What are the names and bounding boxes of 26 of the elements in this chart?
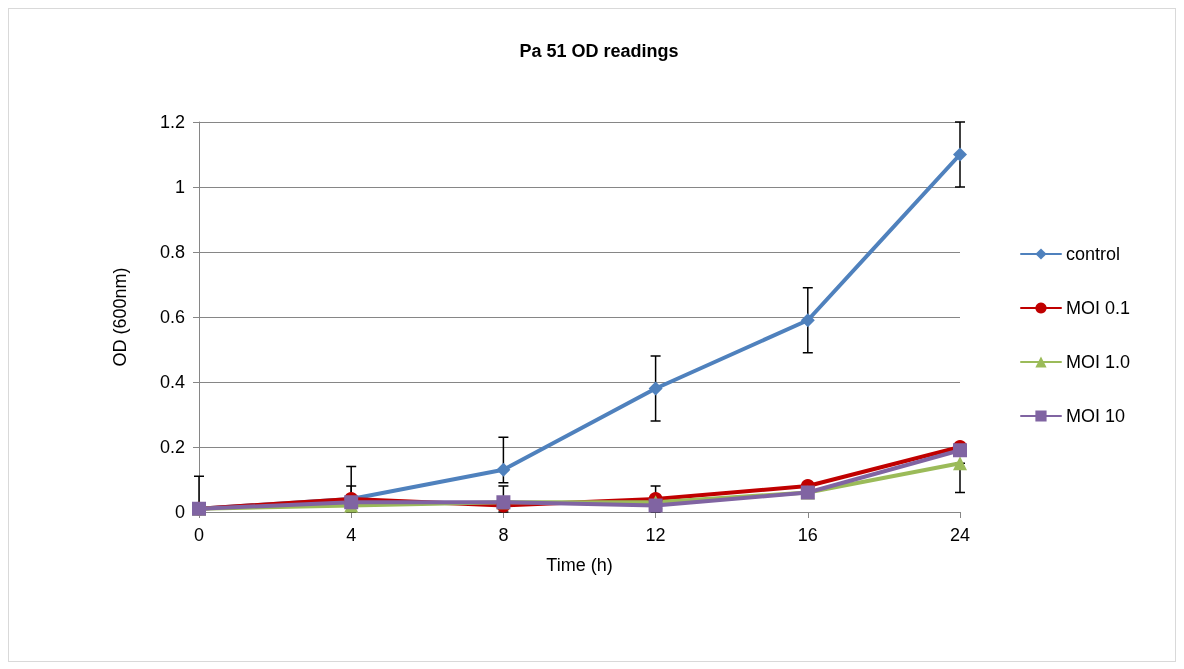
legend-label: MOI 1.0 [1065, 352, 1131, 372]
y-axis-title: OD (600nm) [110, 267, 130, 367]
x-tick-label: 12 [645, 525, 666, 545]
y-tick-label: 1.2 [159, 112, 185, 132]
x-tick-label: 16 [797, 525, 818, 545]
legend-label: MOI 0.1 [1065, 298, 1131, 318]
x-tick-label: 8 [498, 525, 509, 545]
y-tick-label: 0.8 [159, 242, 185, 262]
x-tick-label: 0 [193, 525, 205, 545]
point [953, 456, 967, 471]
y-tick-label: 0.4 [159, 372, 185, 392]
x-axis-title: Time (h) [546, 555, 613, 575]
point [953, 443, 967, 458]
x-tick-label: 24 [949, 525, 971, 545]
x-tick-label: 4 [346, 525, 357, 545]
y-tick-label: 0.2 [159, 437, 185, 457]
legend-label: control [1065, 244, 1121, 264]
legend-label: MOI 10 [1065, 406, 1126, 426]
point [496, 462, 511, 477]
point [648, 381, 663, 396]
y-tick-label: 0.6 [159, 307, 185, 327]
point [800, 313, 815, 328]
y-tick-label: 0 [174, 502, 185, 522]
chart-title: Pa 51 OD readings [519, 41, 679, 61]
point [953, 147, 967, 162]
y-tick-label: 1 [174, 177, 185, 197]
